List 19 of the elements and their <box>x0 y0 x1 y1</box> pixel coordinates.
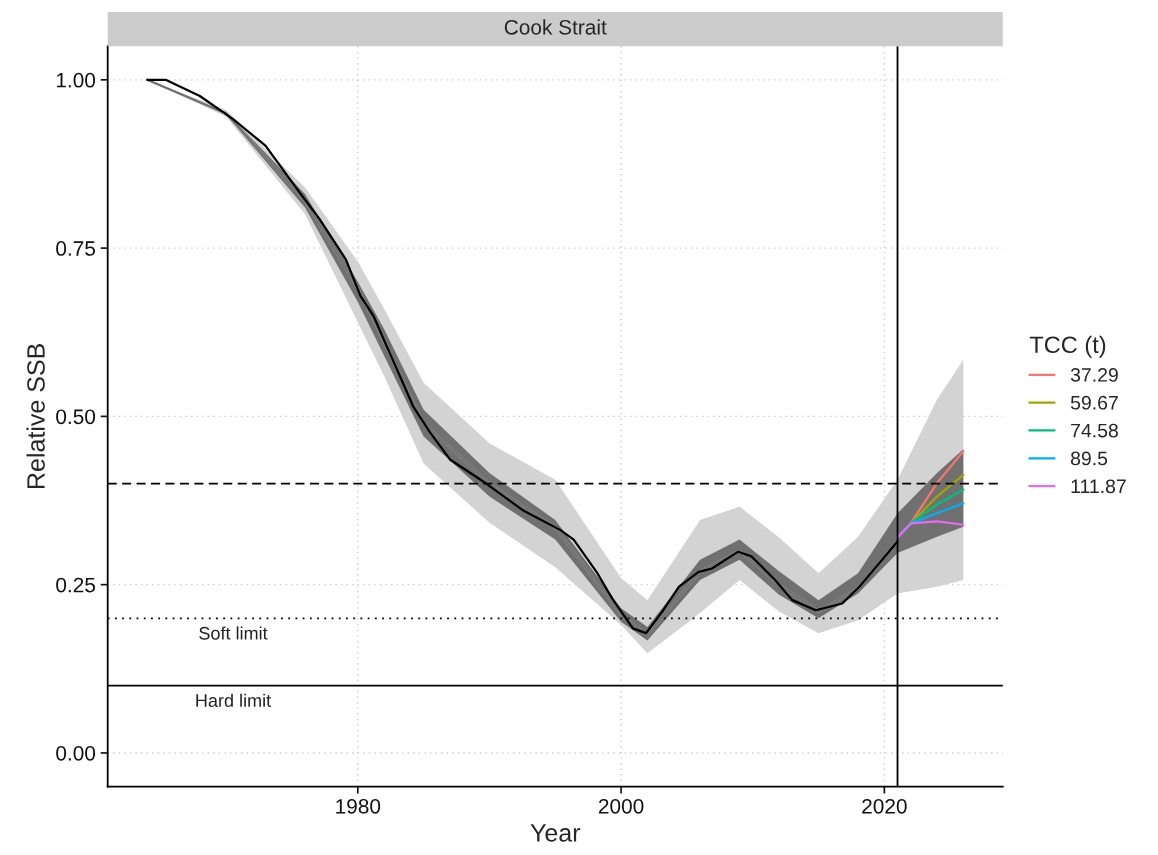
y-tick-label: 0.50 <box>56 409 96 425</box>
legend-label: 111.87 <box>1071 479 1126 494</box>
legend-title: TCC (t) <box>1029 335 1106 358</box>
ref-line-label: Soft limit <box>199 626 268 640</box>
chart-title: Cook Strait <box>504 19 607 35</box>
y-tick-label: 1.00 <box>56 72 96 88</box>
y-axis-title: Relative SSB <box>26 344 45 488</box>
x-tick-label: 1980 <box>336 798 381 814</box>
legend-label: 89.5 <box>1070 451 1108 466</box>
y-tick-label: 0.75 <box>56 241 96 256</box>
legend-label: 59.67 <box>1070 395 1118 410</box>
x-axis-title: Year <box>530 824 581 842</box>
ref-line-label: Hard limit <box>196 693 271 707</box>
legend-label: 37.29 <box>1070 368 1118 382</box>
y-tick-label: 0.00 <box>56 745 96 761</box>
x-tick-label: 2020 <box>862 798 907 814</box>
legend-label: 74.58 <box>1071 423 1118 438</box>
x-tick-label: 2000 <box>598 798 644 814</box>
y-tick-label: 0.25 <box>56 577 96 593</box>
